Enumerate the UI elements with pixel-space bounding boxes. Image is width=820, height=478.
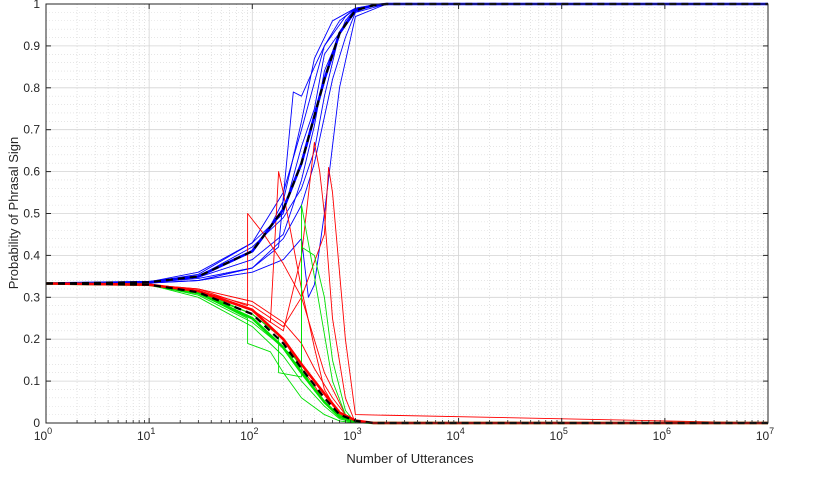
y-tick-label: 0.6 [23,165,40,179]
y-tick-label: 0.9 [23,39,40,53]
y-tick-label: 0.4 [23,248,40,262]
y-tick-label: 0.5 [23,207,40,221]
x-axis-label: Number of Utterances [346,451,474,466]
x-tick-label: 103 [343,426,361,443]
y-tick-label: 0.1 [23,374,40,388]
y-tick-label: 0.8 [23,81,40,95]
grid-lines [45,3,769,424]
series-line-20 [45,246,768,424]
y-tick-label: 0 [33,416,40,430]
x-tick-label: 107 [756,426,774,443]
y-axis-label: Probability of Phrasal Sign [6,137,21,289]
series-line-24 [45,282,768,425]
series-line-10 [45,2,768,285]
axis-ticks: 100 101 102 103 104 105 106 107 0 0.1 0.2 0.3 0.4 0.5… [23,0,774,443]
series-line-7 [45,3,768,298]
series-line-4 [45,3,768,284]
y-tick-label: 0.3 [23,290,40,304]
y-tick-label: 0.2 [23,332,40,346]
x-tick-label: 105 [550,426,568,443]
series-line-19 [45,283,768,424]
x-tick-label: 106 [653,426,671,443]
y-tick-label: 0.7 [23,123,40,137]
y-tick-label: 1 [33,0,40,11]
x-tick-label: 100 [34,426,52,443]
x-tick-label: 101 [137,426,155,443]
series-lines [45,2,769,425]
x-tick-label: 104 [446,426,464,443]
x-tick-label: 102 [240,426,258,443]
